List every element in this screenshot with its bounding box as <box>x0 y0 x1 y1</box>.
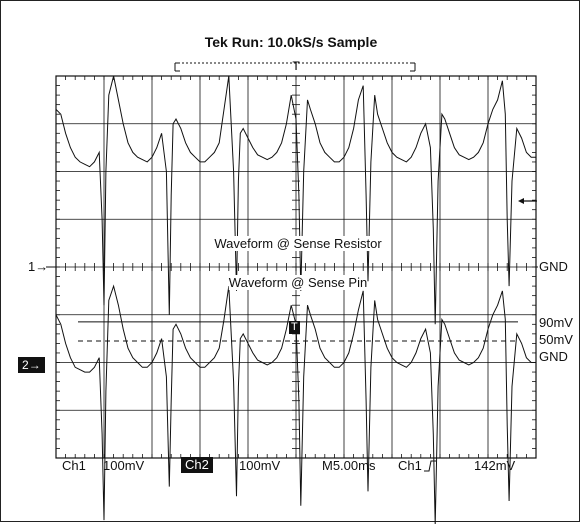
ch1-gnd-label: GND <box>539 259 568 274</box>
status-timebase: M5.00ms <box>322 458 376 473</box>
trigger-top-marker: T <box>292 59 300 73</box>
scope-title: Tek Run: 10.0kS/s Sample <box>204 34 378 50</box>
status-ch2-scale: 100mV <box>239 458 281 473</box>
graticule-grid <box>46 75 538 459</box>
status-ch1-label: Ch1 <box>62 458 86 473</box>
ch2-gnd-label: GND <box>539 349 568 364</box>
series-line-sense-resistor <box>55 75 536 325</box>
trigger-position-bracket <box>174 62 416 72</box>
rising-edge-icon <box>424 460 436 472</box>
status-ch2-label: Ch2 <box>181 457 213 473</box>
left-arrow-icon <box>518 198 537 204</box>
series-line-sense-pin <box>55 284 536 524</box>
ch1-trace-label: Waveform @ Sense Resistor <box>214 236 382 251</box>
traces <box>55 75 536 524</box>
ch2-marker-number: 2 <box>22 358 29 372</box>
status-ch1-scale: 100mV <box>103 458 145 473</box>
ch2-marker-arrow-icon: → <box>28 358 41 372</box>
level-90mv-label: 90mV <box>539 315 573 330</box>
trigger-level-marker: T <box>289 321 300 334</box>
status-trigger-level: 142mV <box>474 458 516 473</box>
ch1-marker-number: 1 <box>28 259 36 274</box>
level-50mv-label: 50mV <box>539 332 573 347</box>
ch1-ground-marker: 1→ <box>28 259 48 274</box>
ch2-trace-label: Waveform @ Sense Pin <box>228 275 368 290</box>
ch2-ground-marker: 2→ <box>18 357 45 373</box>
ch1-marker-arrow-icon: → <box>35 259 49 274</box>
status-trigger-source: Ch1 <box>398 458 422 473</box>
